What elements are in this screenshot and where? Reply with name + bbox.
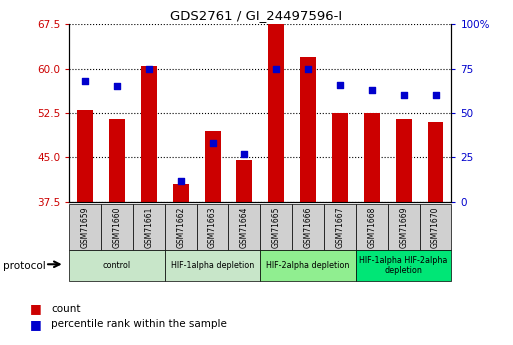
- Bar: [324, 204, 356, 250]
- Bar: [420, 204, 451, 250]
- Text: control: control: [103, 261, 131, 270]
- Point: [113, 83, 121, 89]
- Bar: [165, 250, 261, 281]
- Bar: [196, 204, 228, 250]
- Point: [336, 82, 344, 87]
- Point: [368, 87, 376, 93]
- Text: GSM71663: GSM71663: [208, 206, 217, 248]
- Bar: [261, 250, 356, 281]
- Bar: [109, 119, 125, 202]
- Text: GSM71670: GSM71670: [431, 206, 440, 248]
- Point: [176, 178, 185, 183]
- Bar: [228, 204, 261, 250]
- Bar: [332, 113, 348, 202]
- Bar: [69, 250, 165, 281]
- Text: protocol: protocol: [3, 261, 45, 270]
- Text: GSM71667: GSM71667: [336, 206, 344, 248]
- Bar: [205, 131, 221, 202]
- Point: [304, 66, 312, 71]
- Bar: [268, 21, 284, 202]
- Text: GSM71659: GSM71659: [81, 206, 90, 248]
- Bar: [396, 119, 411, 202]
- Point: [240, 151, 248, 157]
- Text: GSM71666: GSM71666: [304, 206, 312, 248]
- Bar: [427, 122, 443, 202]
- Text: count: count: [51, 304, 81, 314]
- Point: [81, 78, 89, 84]
- Bar: [141, 66, 157, 202]
- Bar: [101, 204, 133, 250]
- Bar: [69, 204, 101, 250]
- Text: percentile rank within the sample: percentile rank within the sample: [51, 319, 227, 329]
- Text: ■: ■: [30, 318, 42, 331]
- Bar: [300, 57, 316, 202]
- Text: GSM71668: GSM71668: [367, 206, 377, 247]
- Bar: [356, 250, 451, 281]
- Bar: [356, 204, 388, 250]
- Bar: [133, 204, 165, 250]
- Text: GSM71662: GSM71662: [176, 206, 185, 247]
- Text: GSM71664: GSM71664: [240, 206, 249, 248]
- Text: GSM71660: GSM71660: [112, 206, 122, 248]
- Bar: [388, 204, 420, 250]
- Point: [272, 66, 281, 71]
- Point: [145, 66, 153, 71]
- Text: HIF-1alpha HIF-2alpha
depletion: HIF-1alpha HIF-2alpha depletion: [360, 256, 448, 275]
- Point: [431, 92, 440, 98]
- Bar: [364, 113, 380, 202]
- Text: HIF-1alpha depletion: HIF-1alpha depletion: [171, 261, 254, 270]
- Bar: [173, 184, 189, 202]
- Text: ■: ■: [30, 302, 42, 315]
- Text: HIF-2alpha depletion: HIF-2alpha depletion: [266, 261, 350, 270]
- Point: [208, 140, 216, 146]
- Point: [400, 92, 408, 98]
- Text: GSM71669: GSM71669: [399, 206, 408, 248]
- Bar: [77, 110, 93, 202]
- Bar: [165, 204, 196, 250]
- Text: GDS2761 / GI_24497596-I: GDS2761 / GI_24497596-I: [170, 9, 343, 22]
- Text: GSM71661: GSM71661: [144, 206, 153, 247]
- Text: GSM71665: GSM71665: [272, 206, 281, 248]
- Bar: [261, 204, 292, 250]
- Bar: [236, 160, 252, 202]
- Bar: [292, 204, 324, 250]
